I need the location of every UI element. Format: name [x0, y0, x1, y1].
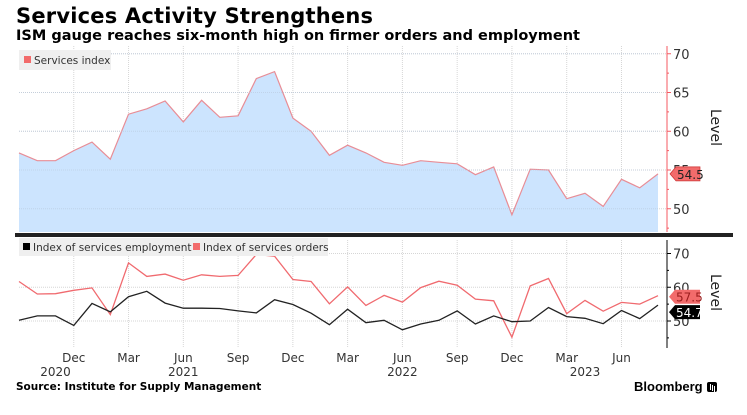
services-index-area: [19, 71, 658, 232]
employment-last-value-tag: [669, 305, 700, 320]
x-tick-label: Mar: [336, 351, 359, 365]
x-tick-label: Sep: [446, 351, 469, 365]
top-ytick-label: 60: [673, 125, 690, 140]
x-year-label: 2020: [40, 365, 71, 379]
bottom-y-axis-label: Level: [707, 274, 723, 311]
panel-separator: [15, 233, 733, 237]
x-tick-label: Jun: [173, 351, 193, 365]
legend-swatch-orders: [193, 243, 200, 250]
x-tick-label: Dec: [281, 351, 304, 365]
x-year-label: 2023: [570, 365, 601, 379]
services-index-line: [18, 70, 659, 217]
legend-swatch-services: [24, 56, 31, 63]
top-y-axis-label: Level: [707, 109, 723, 146]
top-legend-box: [19, 50, 111, 70]
bloomberg-logo: Bloomberg: [634, 379, 717, 394]
x-tick-label: Sep: [227, 351, 250, 365]
x-tick-label: Dec: [62, 351, 85, 365]
services-last-value-tag: [669, 166, 701, 182]
x-tick-label: Jun: [392, 351, 412, 365]
x-year-label: 2022: [387, 365, 418, 379]
legend-swatch-employment: [23, 243, 30, 250]
bottom-legend-box: [19, 238, 328, 256]
services-last-value-label: 54.5: [677, 168, 704, 182]
top-ytick-label: 50: [673, 203, 690, 218]
legend-label-orders: Index of services orders: [203, 242, 329, 254]
orders-last-value-tag: [669, 289, 700, 304]
legend-label-services: Services index: [34, 55, 110, 67]
chart-subtitle: ISM gauge reaches six-month high on firm…: [16, 28, 580, 44]
bottom-ytick-label: 70: [673, 248, 690, 263]
brand-name: Bloomberg: [634, 379, 703, 394]
x-tick-label: Mar: [117, 351, 140, 365]
x-tick-label: Jun: [611, 351, 631, 365]
orders-line: [18, 253, 659, 339]
x-year-label: 2021: [168, 365, 199, 379]
employment-line: [18, 290, 659, 331]
orders-last-value-label: 57.5: [676, 291, 703, 305]
chart-title: Services Activity Strengthens: [16, 4, 374, 28]
top-ytick-label: 65: [673, 87, 690, 102]
source-note: Source: Institute for Supply Management: [16, 381, 262, 393]
legend-label-employment: Index of services employment: [33, 242, 192, 254]
top-ytick-label: 70: [673, 48, 690, 63]
x-tick-label: Mar: [555, 351, 578, 365]
bloomberg-terminal-icon: [706, 382, 717, 392]
x-tick-label: Dec: [500, 351, 523, 365]
employment-last-value-label: 54.7: [676, 306, 703, 320]
